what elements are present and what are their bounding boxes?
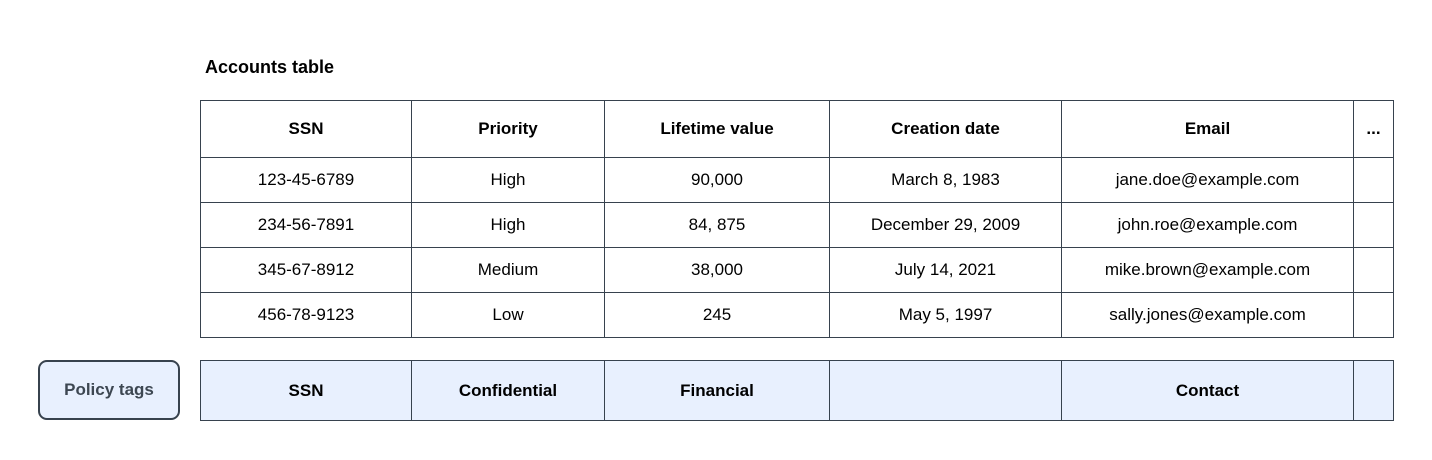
column-header-creation-date: Creation date <box>829 100 1062 158</box>
accounts-table: SSN Priority Lifetime value Creation dat… <box>200 100 1394 338</box>
table-row: 456-78-9123 Low 245 May 5, 1997 sally.jo… <box>200 292 1394 338</box>
policy-tags-row: SSN Confidential Financial Contact <box>200 360 1394 421</box>
column-header-email: Email <box>1061 100 1354 158</box>
policy-tag-financial: Financial <box>604 360 830 421</box>
cell-ssn: 456-78-9123 <box>200 292 412 338</box>
policy-tag-empty <box>1353 360 1394 421</box>
cell-priority: High <box>411 157 605 203</box>
policy-tag-ssn: SSN <box>200 360 412 421</box>
cell-ssn: 345-67-8912 <box>200 247 412 293</box>
table-row: 345-67-8912 Medium 38,000 July 14, 2021 … <box>200 247 1394 293</box>
cell-creation-date: July 14, 2021 <box>829 247 1062 293</box>
cell-lifetime-value: 90,000 <box>604 157 830 203</box>
table-row: 123-45-6789 High 90,000 March 8, 1983 ja… <box>200 157 1394 203</box>
table-row: 234-56-7891 High 84, 875 December 29, 20… <box>200 202 1394 248</box>
policy-tags-label[interactable]: Policy tags <box>38 360 180 420</box>
cell-more <box>1353 157 1394 203</box>
cell-more <box>1353 202 1394 248</box>
cell-email: john.roe@example.com <box>1061 202 1354 248</box>
cell-email: sally.jones@example.com <box>1061 292 1354 338</box>
cell-email: jane.doe@example.com <box>1061 157 1354 203</box>
cell-priority: High <box>411 202 605 248</box>
column-header-more: ... <box>1353 100 1394 158</box>
cell-creation-date: May 5, 1997 <box>829 292 1062 338</box>
header-row: SSN Priority Lifetime value Creation dat… <box>200 100 1394 158</box>
cell-creation-date: March 8, 1983 <box>829 157 1062 203</box>
cell-email: mike.brown@example.com <box>1061 247 1354 293</box>
column-header-lifetime-value: Lifetime value <box>604 100 830 158</box>
policy-tag-confidential: Confidential <box>411 360 605 421</box>
cell-lifetime-value: 84, 875 <box>604 202 830 248</box>
policy-tag-row: SSN Confidential Financial Contact <box>200 360 1394 421</box>
cell-ssn: 234-56-7891 <box>200 202 412 248</box>
column-header-priority: Priority <box>411 100 605 158</box>
cell-creation-date: December 29, 2009 <box>829 202 1062 248</box>
cell-priority: Medium <box>411 247 605 293</box>
table-title: Accounts table <box>205 57 335 77</box>
cell-ssn: 123-45-6789 <box>200 157 412 203</box>
cell-lifetime-value: 245 <box>604 292 830 338</box>
cell-more <box>1353 247 1394 293</box>
cell-more <box>1353 292 1394 338</box>
column-header-ssn: SSN <box>200 100 412 158</box>
cell-priority: Low <box>411 292 605 338</box>
policy-tag-empty <box>829 360 1062 421</box>
cell-lifetime-value: 38,000 <box>604 247 830 293</box>
policy-tag-contact: Contact <box>1061 360 1354 421</box>
